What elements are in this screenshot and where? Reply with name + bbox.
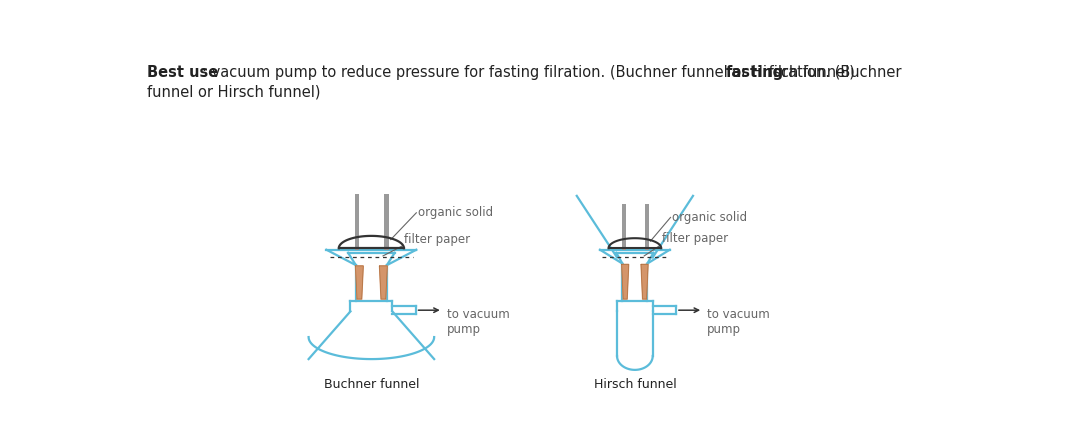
Text: organic solid: organic solid: [672, 211, 747, 224]
Polygon shape: [355, 266, 363, 299]
Text: Buchner funnel: Buchner funnel: [324, 378, 419, 392]
Polygon shape: [379, 266, 388, 299]
Text: Hirsch funnel: Hirsch funnel: [594, 378, 676, 392]
FancyBboxPatch shape: [645, 203, 649, 250]
Text: filration. (Buchner: filration. (Buchner: [765, 65, 902, 80]
Text: filter paper: filter paper: [662, 232, 728, 245]
Text: filter paper: filter paper: [404, 233, 470, 246]
Text: to vacuum
pump: to vacuum pump: [707, 308, 770, 336]
Text: to vacuum
pump: to vacuum pump: [446, 308, 510, 336]
Text: funnel or Hirsch funnel): funnel or Hirsch funnel): [147, 84, 320, 99]
FancyBboxPatch shape: [622, 203, 625, 250]
Text: Best use: Best use: [147, 65, 218, 80]
Polygon shape: [642, 264, 648, 299]
FancyBboxPatch shape: [355, 194, 360, 250]
Text: organic solid: organic solid: [418, 206, 492, 219]
Text: fasting: fasting: [726, 65, 784, 80]
FancyBboxPatch shape: [384, 194, 389, 250]
Text: : vacuum pump to reduce pressure for fasting filration. (Buchner funnel or Hirsc: : vacuum pump to reduce pressure for fas…: [202, 65, 860, 80]
Polygon shape: [622, 264, 629, 299]
